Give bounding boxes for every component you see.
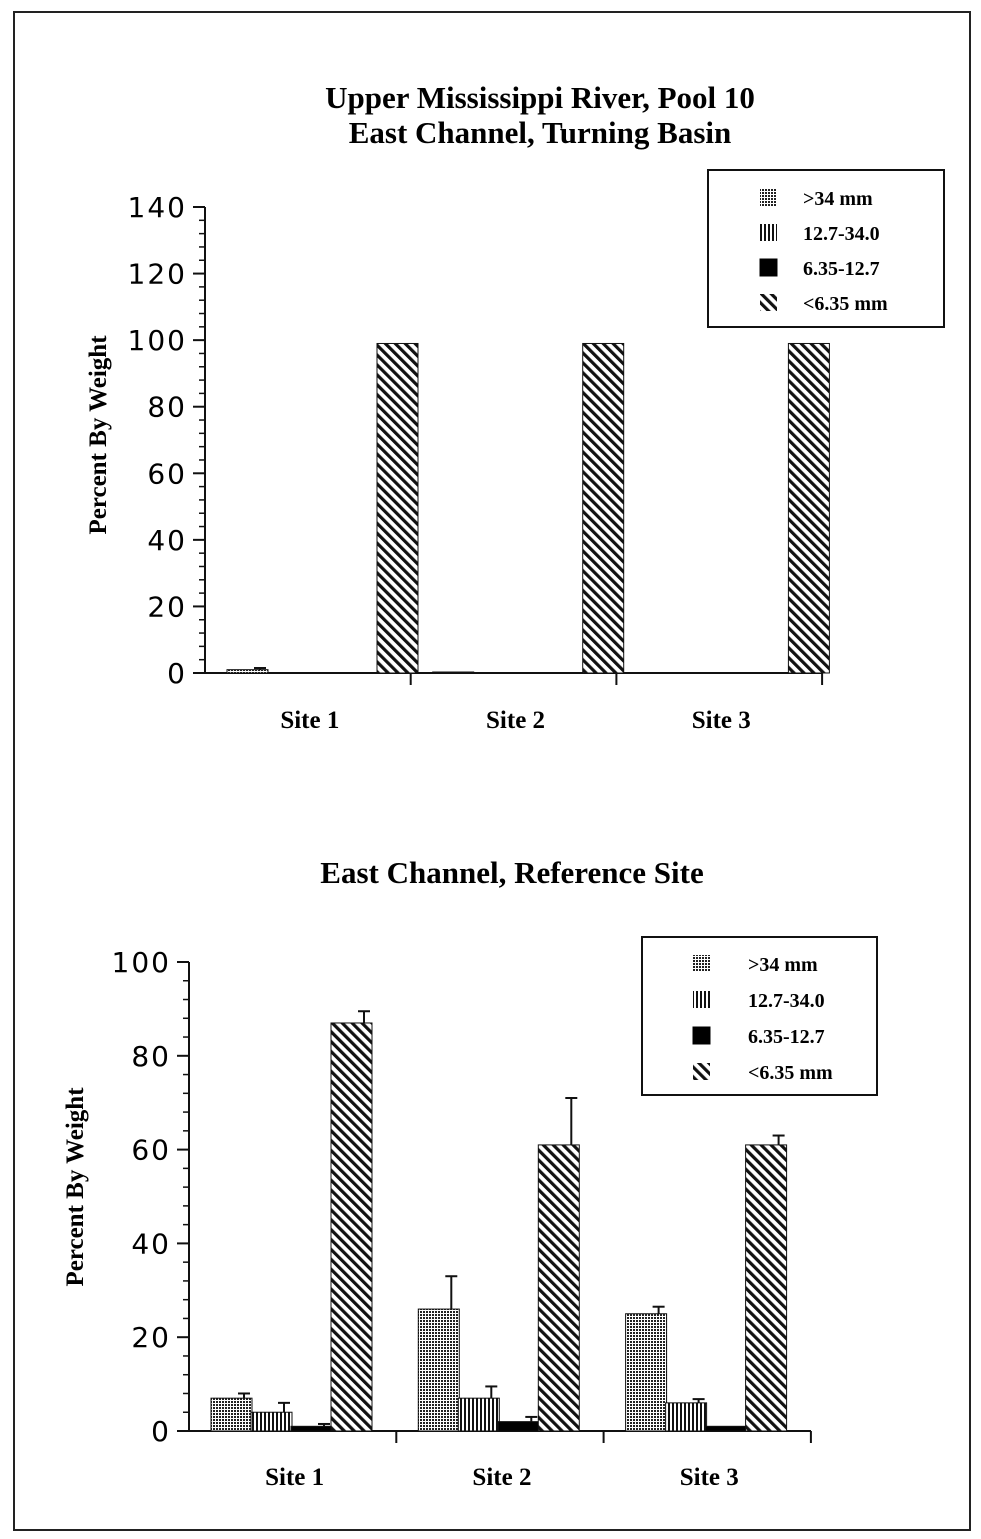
bar-vlines bbox=[665, 1402, 708, 1432]
y-tick-label: 60 bbox=[147, 457, 187, 490]
x-tick-label: Site 1 bbox=[280, 707, 339, 734]
bar-dots bbox=[210, 1397, 253, 1432]
x-tick-label: Site 3 bbox=[680, 1464, 739, 1491]
page-frame bbox=[13, 11, 971, 1531]
bar-dots bbox=[432, 671, 475, 674]
x-tick-label: Site 2 bbox=[472, 1464, 531, 1491]
bar-vlines bbox=[250, 1411, 293, 1432]
legend-box bbox=[641, 936, 878, 1096]
legend-swatch-vlines bbox=[760, 224, 777, 241]
bar-dots bbox=[625, 1313, 668, 1432]
bar-solid bbox=[705, 1425, 748, 1432]
legend-label: <6.35 mm bbox=[803, 293, 888, 315]
bar-solid bbox=[497, 1421, 540, 1432]
legend-swatch-diag bbox=[760, 294, 777, 311]
legend-swatch-dots bbox=[760, 189, 777, 206]
legend-label: <6.35 mm bbox=[748, 1062, 833, 1084]
legend-swatch-solid bbox=[759, 258, 778, 277]
y-tick-label: 100 bbox=[112, 946, 171, 979]
bar-dots bbox=[417, 1308, 460, 1432]
chart-2-title: East Channel, Reference Site bbox=[320, 855, 703, 890]
chart-reference-site: East Channel, Reference Site Percent By … bbox=[62, 855, 878, 1491]
y-tick-label: 0 bbox=[151, 1415, 171, 1448]
chart-1-ylabel: Percent By Weight bbox=[85, 335, 112, 535]
y-tick-label: 80 bbox=[131, 1040, 171, 1073]
chart-1-legend: >34 mm 12.7-34.0 6.35-12.7 <6.35 mm bbox=[707, 169, 945, 328]
bar-diag bbox=[582, 342, 625, 674]
legend-box bbox=[707, 169, 945, 328]
legend-label: 6.35-12.7 bbox=[803, 258, 880, 280]
y-tick-label: 20 bbox=[147, 590, 187, 623]
chart-1-axes: 0 20 40 60 80 100 140 120 Site 1 Site 2 Site 3 bbox=[128, 191, 824, 734]
legend-swatch-diag bbox=[693, 1063, 710, 1080]
y-tick-label: 60 bbox=[131, 1134, 171, 1167]
y-tick-label: 120 bbox=[128, 258, 187, 291]
bar-diag bbox=[376, 342, 419, 674]
chart-turning-basin: Upper Mississippi River, Pool 10 East Ch… bbox=[85, 80, 945, 734]
chart-1-subtitle: East Channel, Turning Basin bbox=[349, 115, 732, 150]
legend-label: >34 mm bbox=[748, 954, 818, 976]
y-tick-label: 140 bbox=[128, 191, 187, 224]
x-tick-label: Site 1 bbox=[265, 1464, 324, 1491]
bar-diag bbox=[787, 342, 830, 674]
bar-solid bbox=[290, 1425, 333, 1432]
y-tick-label: 80 bbox=[147, 391, 187, 424]
chart-2-bars bbox=[210, 1010, 788, 1432]
y-tick-label: 100 bbox=[128, 324, 187, 357]
x-tick-label: Site 3 bbox=[692, 707, 751, 734]
bar-diag bbox=[330, 1022, 373, 1432]
y-tick-label: 20 bbox=[131, 1321, 171, 1354]
legend-label: >34 mm bbox=[803, 188, 873, 210]
chart-1-bars bbox=[226, 342, 830, 674]
legend-label: 6.35-12.7 bbox=[748, 1026, 825, 1048]
bar-vlines bbox=[457, 1397, 500, 1432]
legend-label: 12.7-34.0 bbox=[748, 990, 825, 1012]
chart-2-ylabel: Percent By Weight bbox=[62, 1087, 89, 1287]
legend-label: 12.7-34.0 bbox=[803, 223, 880, 245]
y-tick-label: 0 bbox=[167, 657, 187, 690]
chart-1-title: Upper Mississippi River, Pool 10 bbox=[325, 80, 755, 115]
legend-swatch-dots bbox=[693, 955, 710, 972]
bar-diag bbox=[745, 1144, 788, 1432]
bar-diag bbox=[537, 1144, 580, 1432]
legend-swatch-solid bbox=[692, 1026, 711, 1045]
legend-swatch-vlines bbox=[693, 991, 710, 1008]
chart-2-legend: >34 mm 12.7-34.0 6.35-12.7 <6.35 mm bbox=[641, 936, 878, 1096]
y-tick-label: 40 bbox=[131, 1227, 171, 1260]
y-tick-label: 40 bbox=[147, 524, 187, 557]
x-tick-label: Site 2 bbox=[486, 707, 545, 734]
bar-dots bbox=[226, 669, 269, 674]
